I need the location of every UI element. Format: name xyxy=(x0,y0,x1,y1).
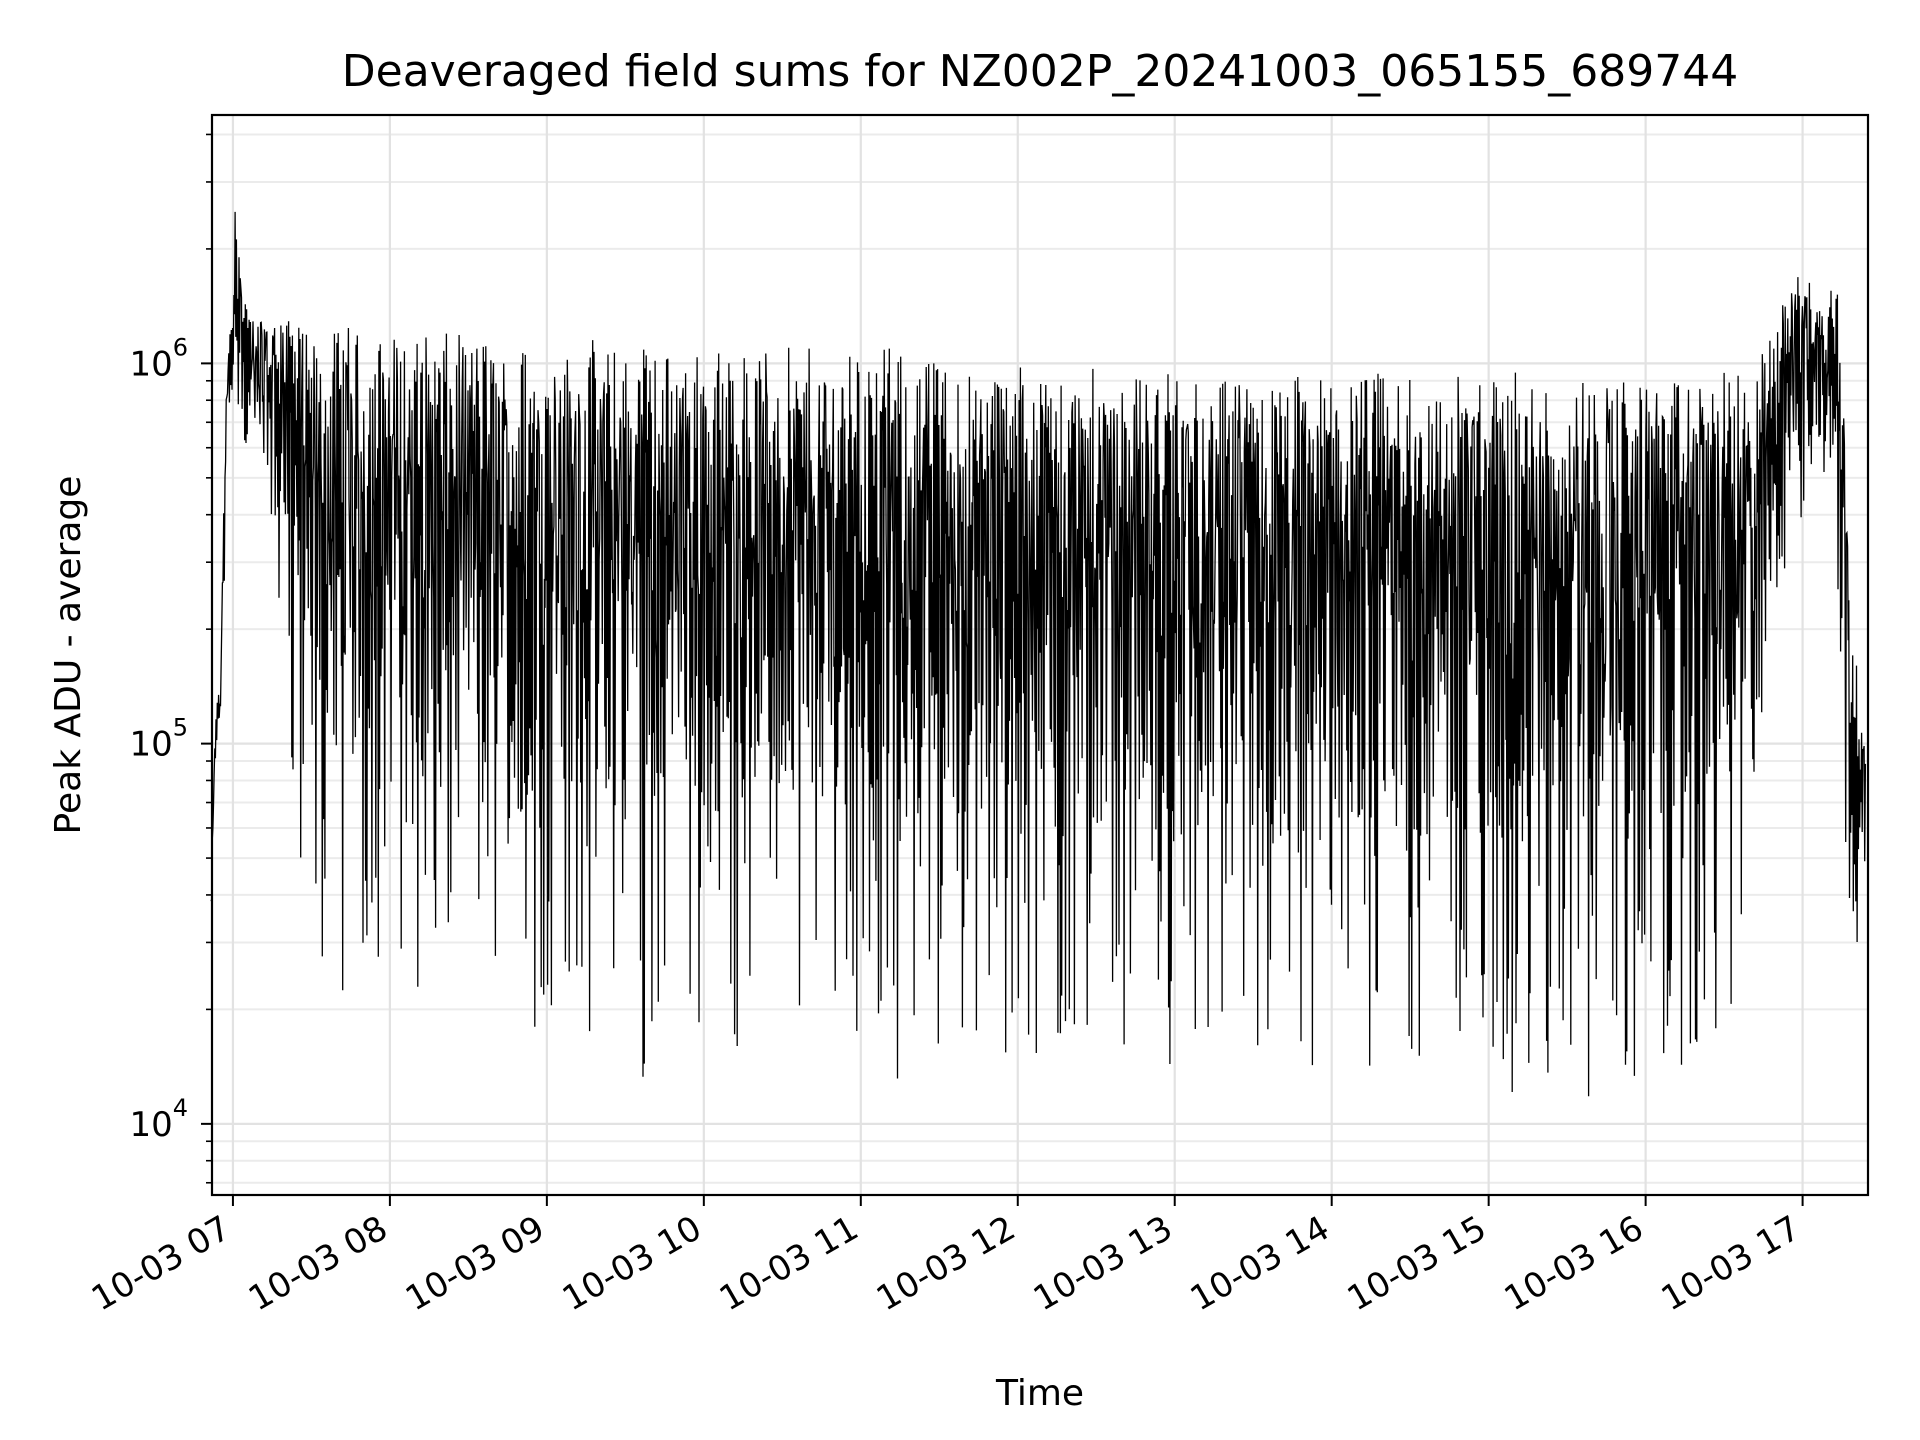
series-line xyxy=(210,211,1867,1097)
x-axis-label: Time xyxy=(995,1373,1084,1414)
chart-title: Deaveraged field sums for NZ002P_2024100… xyxy=(342,46,1738,97)
y-axis-label: Peak ADU - average xyxy=(48,476,89,835)
series-trace xyxy=(210,211,1867,1097)
plot-frame xyxy=(210,113,1870,1197)
